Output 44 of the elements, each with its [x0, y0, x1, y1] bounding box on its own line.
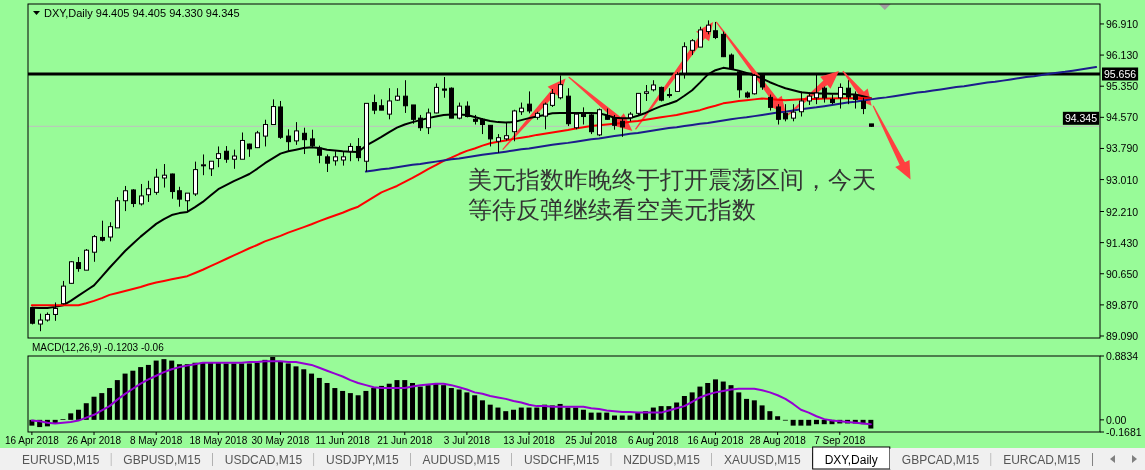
tab-label: EURUSD,M15	[22, 453, 100, 467]
y-tick-label: 91.430	[1106, 236, 1139, 249]
y-tick-label: 93.790	[1106, 142, 1139, 155]
y-tick-label: 0.8834	[1106, 350, 1139, 362]
tab-label: USDCHF,M15	[523, 453, 600, 467]
x-tick-label: 8 May 2018	[130, 435, 183, 446]
y-tick-label: -0.1681	[1106, 426, 1142, 438]
y-tick-label: 96.910	[1106, 17, 1139, 30]
y-tick-label: 89.870	[1106, 298, 1139, 311]
x-tick-label: 16 Apr 2018	[4, 435, 59, 446]
tab-label: USDCAD,M15	[224, 453, 303, 467]
tab-label: DXY,Daily	[824, 453, 878, 467]
title: DXY,Daily 94.405 94.405 94.330 94.345	[44, 7, 240, 19]
x-tick-label: 3 Jul 2018	[443, 435, 490, 446]
x-tick-label: 6 Aug 2018	[628, 435, 679, 446]
tab-label: XAUUSD,M15	[723, 453, 801, 467]
y-tick-label: 92.210	[1106, 205, 1139, 218]
tab-label: USDJPY,M15	[326, 453, 399, 467]
y-tick-label: 0.00	[1106, 413, 1127, 426]
tab-label: NZDUSD,M15	[623, 453, 700, 467]
x-tick-label: 28 Aug 2018	[749, 435, 806, 446]
x-tick-label: 21 Jun 2018	[377, 435, 433, 446]
x-tick-label: 7 Sep 2018	[814, 435, 866, 446]
tab-label: GBPCAD,M15	[901, 453, 980, 467]
x-tick-label: 16 Aug 2018	[687, 435, 744, 446]
tab-label: AUDUSD,M15	[422, 453, 500, 467]
x-tick-label: 25 Jul 2018	[565, 435, 618, 446]
y-tick-label: 94.570	[1106, 111, 1139, 124]
annotation: 美元指数昨晚终于打开震荡区间，今天等待反弹继续看空美元指数	[467, 166, 876, 223]
y-tick-label: 96.130	[1106, 49, 1139, 62]
x-tick-label: 11 Jun 2018	[315, 435, 370, 446]
y-tick-label: 89.090	[1106, 330, 1139, 342]
tab-label: EURCAD,M15	[1003, 453, 1081, 467]
ref-line-label: 95.656	[1102, 67, 1139, 81]
tab-label: GBPUSD,M15	[123, 453, 201, 467]
x-tick-label: 18 May 2018	[189, 435, 248, 446]
title: MACD(12,26,9) -0.1203 -0.06	[32, 342, 164, 353]
x-tick-label: 30 May 2018	[251, 435, 310, 446]
y-tick-label: 95.350	[1106, 80, 1139, 93]
y-tick-label: 93.010	[1106, 173, 1139, 186]
x-tick-label: 13 Jul 2018	[503, 435, 555, 446]
y-tick-label: 90.650	[1106, 267, 1139, 280]
ref-line-label: 94.345	[1062, 111, 1099, 125]
x-tick-label: 26 Apr 2018	[67, 435, 121, 446]
